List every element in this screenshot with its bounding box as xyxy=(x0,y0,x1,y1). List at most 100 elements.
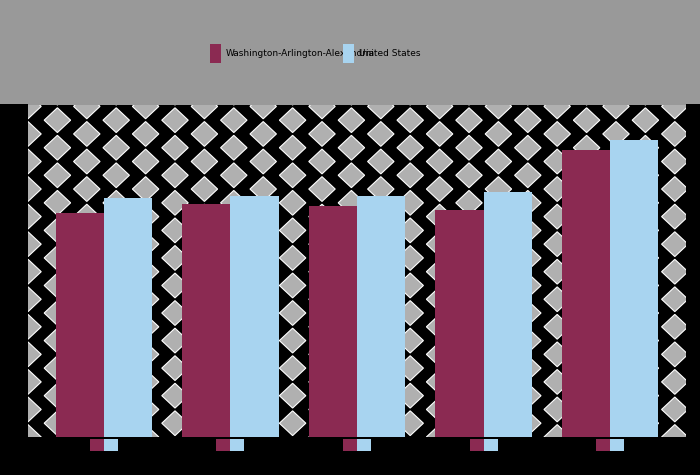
Polygon shape xyxy=(368,452,394,475)
Polygon shape xyxy=(220,108,247,133)
Polygon shape xyxy=(544,149,570,174)
Polygon shape xyxy=(44,328,71,353)
Polygon shape xyxy=(15,232,41,256)
Polygon shape xyxy=(662,122,688,146)
Polygon shape xyxy=(691,328,700,353)
Polygon shape xyxy=(44,25,71,50)
Polygon shape xyxy=(514,163,541,188)
Polygon shape xyxy=(426,94,453,119)
Polygon shape xyxy=(220,383,247,408)
Text: Washington-Arlington-Alexandria: Washington-Arlington-Alexandria xyxy=(226,49,375,57)
Polygon shape xyxy=(397,190,424,215)
Polygon shape xyxy=(603,204,629,229)
Polygon shape xyxy=(220,356,247,380)
Polygon shape xyxy=(338,383,365,408)
Polygon shape xyxy=(191,94,218,119)
Polygon shape xyxy=(456,356,482,380)
Polygon shape xyxy=(162,301,188,325)
Bar xyxy=(610,140,658,437)
Polygon shape xyxy=(456,135,482,160)
Polygon shape xyxy=(0,218,12,243)
Polygon shape xyxy=(132,397,159,422)
Polygon shape xyxy=(279,25,306,50)
Polygon shape xyxy=(103,273,130,298)
Polygon shape xyxy=(397,218,424,243)
Polygon shape xyxy=(309,425,335,449)
Polygon shape xyxy=(485,397,512,422)
Polygon shape xyxy=(162,163,188,188)
Polygon shape xyxy=(632,108,659,133)
Polygon shape xyxy=(132,177,159,201)
Polygon shape xyxy=(44,135,71,160)
Bar xyxy=(435,210,484,437)
Polygon shape xyxy=(0,273,12,298)
Polygon shape xyxy=(632,190,659,215)
Polygon shape xyxy=(191,314,218,339)
Polygon shape xyxy=(603,177,629,201)
Polygon shape xyxy=(691,163,700,188)
Polygon shape xyxy=(514,383,541,408)
Polygon shape xyxy=(603,149,629,174)
Polygon shape xyxy=(15,149,41,174)
Polygon shape xyxy=(691,108,700,133)
Polygon shape xyxy=(426,66,453,91)
Polygon shape xyxy=(632,383,659,408)
Polygon shape xyxy=(103,411,130,436)
Polygon shape xyxy=(544,177,570,201)
Polygon shape xyxy=(132,370,159,394)
Polygon shape xyxy=(0,163,12,188)
Polygon shape xyxy=(74,66,100,91)
Polygon shape xyxy=(573,356,600,380)
Bar xyxy=(216,439,230,451)
Polygon shape xyxy=(514,328,541,353)
Polygon shape xyxy=(15,287,41,312)
Polygon shape xyxy=(191,177,218,201)
Polygon shape xyxy=(279,246,306,270)
Polygon shape xyxy=(544,425,570,449)
Polygon shape xyxy=(426,314,453,339)
Polygon shape xyxy=(338,218,365,243)
Polygon shape xyxy=(632,218,659,243)
Polygon shape xyxy=(368,425,394,449)
Polygon shape xyxy=(162,190,188,215)
Polygon shape xyxy=(103,135,130,160)
Polygon shape xyxy=(250,425,276,449)
Polygon shape xyxy=(191,122,218,146)
Polygon shape xyxy=(338,301,365,325)
Polygon shape xyxy=(74,370,100,394)
Polygon shape xyxy=(603,342,629,367)
Polygon shape xyxy=(662,370,688,394)
Polygon shape xyxy=(514,80,541,105)
Polygon shape xyxy=(220,438,247,463)
Polygon shape xyxy=(426,39,453,64)
Polygon shape xyxy=(44,190,71,215)
Polygon shape xyxy=(397,383,424,408)
Polygon shape xyxy=(456,53,482,77)
Polygon shape xyxy=(162,246,188,270)
Polygon shape xyxy=(485,204,512,229)
Polygon shape xyxy=(15,259,41,284)
Polygon shape xyxy=(603,94,629,119)
Polygon shape xyxy=(544,94,570,119)
Polygon shape xyxy=(250,370,276,394)
Polygon shape xyxy=(368,177,394,201)
Polygon shape xyxy=(15,370,41,394)
Polygon shape xyxy=(662,287,688,312)
Polygon shape xyxy=(514,301,541,325)
Polygon shape xyxy=(250,314,276,339)
Polygon shape xyxy=(691,135,700,160)
Polygon shape xyxy=(15,314,41,339)
Polygon shape xyxy=(279,190,306,215)
Polygon shape xyxy=(279,383,306,408)
Polygon shape xyxy=(632,438,659,463)
Bar xyxy=(357,196,405,437)
Polygon shape xyxy=(544,39,570,64)
Polygon shape xyxy=(691,273,700,298)
Polygon shape xyxy=(191,425,218,449)
Polygon shape xyxy=(573,218,600,243)
Polygon shape xyxy=(132,342,159,367)
Polygon shape xyxy=(0,135,12,160)
Polygon shape xyxy=(514,190,541,215)
Polygon shape xyxy=(368,342,394,367)
Polygon shape xyxy=(573,328,600,353)
